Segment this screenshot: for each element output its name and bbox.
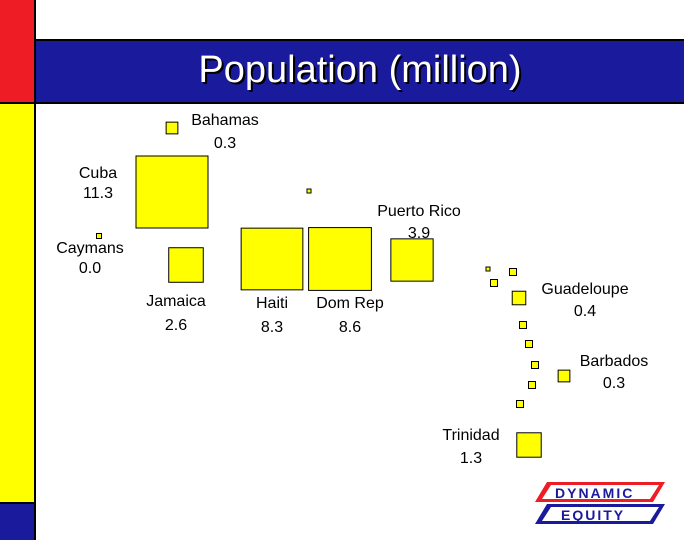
red-stripe bbox=[0, 0, 36, 104]
island-marker bbox=[525, 340, 533, 348]
island-marker bbox=[485, 266, 491, 272]
island-marker bbox=[509, 268, 517, 276]
label-caymans: Caymans bbox=[56, 240, 124, 257]
chart-title: Population (million) bbox=[198, 49, 522, 91]
island-marker bbox=[519, 321, 527, 329]
box-haiti bbox=[240, 227, 304, 291]
island-marker bbox=[531, 361, 539, 369]
island-marker bbox=[490, 279, 498, 287]
value-haiti: 8.3 bbox=[261, 319, 283, 336]
logo-line2: EQUITY bbox=[561, 507, 625, 523]
value-guadeloupe: 0.4 bbox=[574, 303, 596, 320]
value-barbados: 0.3 bbox=[603, 375, 625, 392]
blue-stripe bbox=[0, 504, 36, 540]
box-cuba bbox=[135, 155, 209, 229]
island-marker bbox=[528, 381, 536, 389]
label-dom-rep: Dom Rep bbox=[316, 295, 384, 312]
box-caymans bbox=[96, 233, 102, 239]
box-trinidad bbox=[516, 432, 542, 458]
box-dom-rep bbox=[308, 227, 372, 291]
yellow-stripe bbox=[0, 104, 36, 504]
label-barbados: Barbados bbox=[580, 353, 649, 370]
value-cuba: 11.3 bbox=[83, 185, 113, 202]
box-barbados bbox=[557, 369, 571, 383]
value-bahamas: 0.3 bbox=[214, 135, 236, 152]
label-guadeloupe: Guadeloupe bbox=[541, 281, 628, 298]
value-jamaica: 2.6 bbox=[165, 317, 187, 334]
title-bar: Population (million) bbox=[36, 39, 684, 104]
label-puerto-rico: Puerto Rico bbox=[377, 203, 461, 220]
island-marker bbox=[306, 188, 312, 194]
box-bahamas bbox=[165, 121, 179, 135]
dynamic-equity-logo: DYNAMIC EQUITY bbox=[535, 482, 665, 524]
label-cuba: Cuba bbox=[79, 165, 117, 182]
value-caymans: 0.0 bbox=[79, 260, 101, 277]
value-puerto-rico: 3.9 bbox=[408, 225, 430, 242]
label-jamaica: Jamaica bbox=[146, 293, 206, 310]
label-trinidad: Trinidad bbox=[442, 427, 499, 444]
logo-line1: DYNAMIC bbox=[555, 485, 634, 501]
label-bahamas: Bahamas bbox=[191, 112, 259, 129]
box-guadeloupe bbox=[511, 290, 527, 306]
box-puerto-rico bbox=[390, 238, 434, 282]
island-marker bbox=[516, 400, 524, 408]
value-trinidad: 1.3 bbox=[460, 450, 482, 467]
box-jamaica bbox=[168, 247, 204, 283]
label-haiti: Haiti bbox=[256, 295, 288, 312]
value-dom-rep: 8.6 bbox=[339, 319, 361, 336]
